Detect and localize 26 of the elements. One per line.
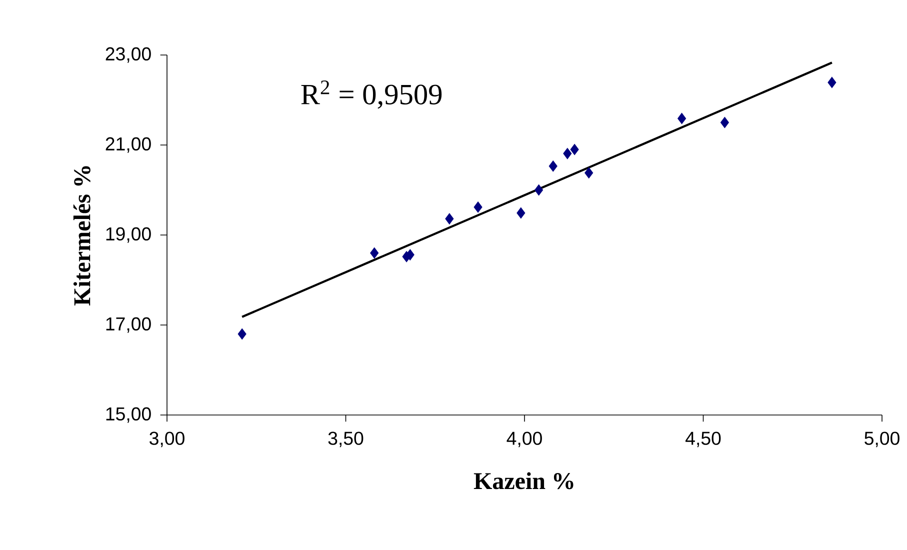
x-tick-label: 3,50 [328, 432, 364, 448]
point [238, 328, 246, 340]
point [516, 207, 526, 219]
point [563, 148, 572, 160]
point [548, 160, 558, 172]
point [534, 184, 544, 196]
x-tick-label: 4,50 [686, 432, 721, 448]
point [720, 116, 729, 128]
x-axis-title: Kazein % [474, 472, 574, 490]
x-tick-label: 5,00 [864, 432, 900, 448]
point [445, 213, 454, 224]
point [678, 112, 686, 124]
point [584, 167, 594, 179]
x-tick-label: 3,00 [150, 432, 184, 448]
y-tick-label: 23,00 [106, 47, 151, 63]
annotation: R$^{2}$ = 0,9509 [301, 80, 442, 109]
y-tick-label: 19,00 [106, 227, 151, 243]
x-tick-label: 4,00 [506, 432, 542, 448]
y-tick-label: 17,00 [106, 317, 151, 333]
y-axis-title: Kitermelés % [73, 166, 90, 306]
point [828, 76, 836, 88]
point [570, 144, 579, 156]
y-tick-label: 15,00 [106, 407, 151, 423]
point [474, 202, 482, 213]
y-tick-label: 21,00 [106, 137, 151, 153]
point [370, 247, 379, 259]
